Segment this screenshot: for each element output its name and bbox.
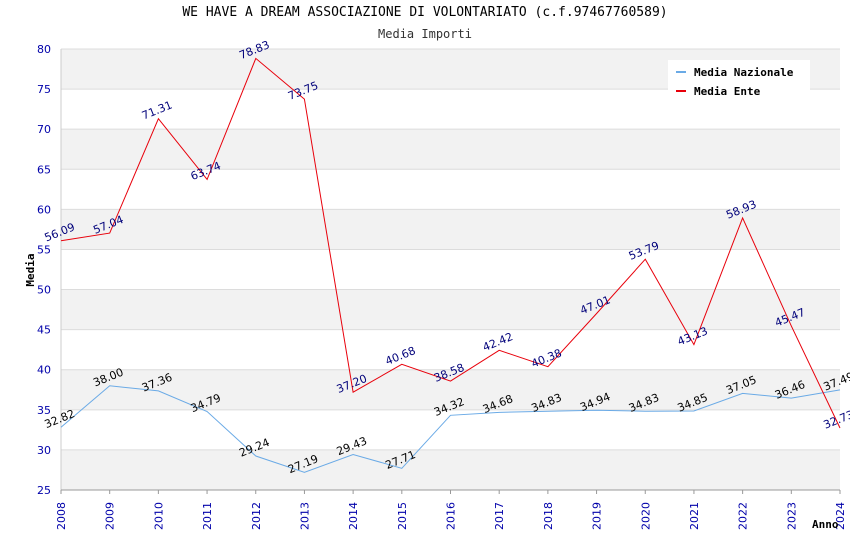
y-tick-label: 40 (37, 364, 51, 377)
x-tick-label: 2018 (542, 502, 555, 530)
data-label: 40.68 (383, 344, 417, 368)
chart-subtitle: Media Importi (378, 27, 472, 41)
y-tick-label: 25 (37, 484, 51, 497)
x-tick-label: 2008 (55, 502, 68, 530)
legend-entry: Media Ente (694, 85, 761, 98)
y-tick-label: 70 (37, 123, 51, 136)
x-tick-label: 2017 (493, 502, 506, 530)
y-tick-label: 75 (37, 83, 51, 96)
y-tick-label: 80 (37, 43, 51, 56)
x-tick-label: 2012 (250, 502, 263, 530)
x-tick-label: 2021 (688, 502, 701, 530)
chart-title: WE HAVE A DREAM ASSOCIAZIONE DI VOLONTAR… (182, 5, 668, 20)
y-tick-label: 65 (37, 163, 51, 176)
x-axis-label: Anno (812, 518, 839, 531)
y-tick-label: 60 (37, 203, 51, 216)
x-tick-label: 2009 (104, 502, 117, 530)
x-tick-labels: 2008 2009 2010 2011 2012 2013 2014 2015 2016 2017… (55, 502, 847, 530)
x-tick-label: 2010 (152, 502, 165, 530)
x-tick-label: 2014 (347, 502, 360, 530)
grid-band (61, 129, 840, 170)
x-tick-label: 2020 (639, 502, 652, 530)
y-tick-labels: 25 30 35 40 45 50 55 60 65 70 75 80 (37, 43, 51, 497)
data-label: 71.31 (140, 99, 174, 123)
x-tick-label: 2019 (591, 502, 604, 530)
legend: Media Nazionale Media Ente (668, 60, 810, 102)
y-tick-label: 50 (37, 284, 51, 297)
data-label: 40.38 (530, 347, 564, 371)
series-lines (60, 57, 841, 473)
grid-band (61, 449, 840, 490)
y-axis-label: Media (24, 253, 37, 286)
x-tick-label: 2024 (834, 502, 847, 530)
x-tick-label: 2023 (785, 502, 798, 530)
x-tick-label: 2022 (737, 502, 750, 530)
x-tick-label: 2016 (445, 502, 458, 530)
grid-band (61, 369, 840, 410)
grid-band (61, 289, 840, 330)
x-tick-label: 2011 (201, 502, 214, 530)
grid-bands (61, 49, 840, 490)
grid-band (61, 209, 840, 250)
series-line-2 (60, 57, 841, 429)
y-tick-label: 30 (37, 444, 51, 457)
data-label: 42.42 (481, 330, 515, 354)
x-tick-label: 2015 (396, 502, 409, 530)
series-line-1 (60, 385, 841, 473)
axes (60, 49, 841, 494)
legend-box (668, 60, 810, 102)
legend-entry: Media Nazionale (694, 66, 794, 79)
y-tick-label: 35 (37, 404, 51, 417)
x-tick-label: 2013 (298, 502, 311, 530)
data-label: 32.73 (822, 408, 850, 432)
y-tick-label: 55 (37, 243, 51, 256)
y-tick-label: 45 (37, 324, 51, 337)
